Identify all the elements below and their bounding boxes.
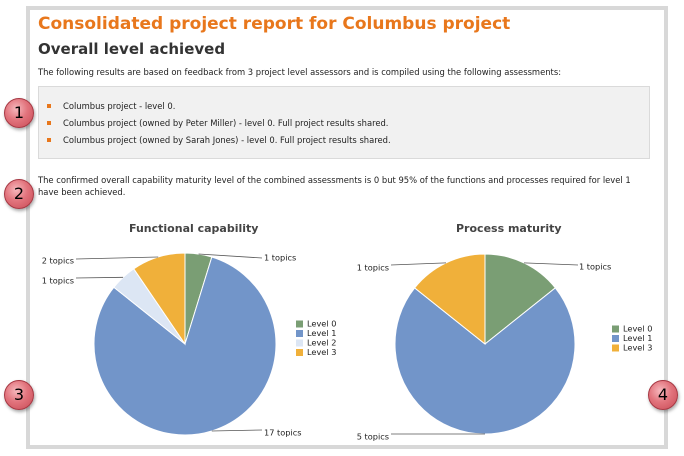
- bullet-icon: [47, 104, 51, 108]
- slice-leader-line: [390, 262, 447, 266]
- legend-label: Level 3: [307, 347, 336, 357]
- slice-label: 5 topics: [357, 432, 389, 442]
- callout-marker-1: 1: [4, 98, 34, 128]
- intro-text: The following results are based on feedb…: [38, 67, 562, 77]
- report-title: Consolidated project report for Columbus…: [38, 14, 511, 34]
- slice-leader-line: [75, 276, 124, 279]
- slice-leader-line: [211, 429, 263, 432]
- assessment-item-label: Columbus project (owned by Sarah Jones) …: [63, 135, 391, 145]
- assessment-item[interactable]: Columbus project - level 0.: [47, 101, 176, 111]
- bullet-icon: [47, 138, 51, 142]
- slice-leader-line: [523, 262, 579, 266]
- assessment-item[interactable]: Columbus project (owned by Peter Miller)…: [47, 118, 389, 128]
- chart-title-functional: Functional capability: [129, 222, 259, 235]
- slice-leader-line: [75, 256, 159, 260]
- legend-swatch: [296, 330, 303, 337]
- callout-marker-4: 4: [648, 380, 678, 410]
- legend-label: Level 1: [307, 328, 336, 338]
- bullet-icon: [47, 121, 51, 125]
- pie-slice: [93, 256, 277, 436]
- assessment-item[interactable]: Columbus project (owned by Sarah Jones) …: [47, 135, 391, 145]
- slice-label: 1 topics: [264, 253, 296, 263]
- slice-label: 17 topics: [264, 428, 301, 438]
- legend-swatch: [296, 339, 303, 347]
- callout-marker-3: 3: [4, 380, 34, 410]
- summary-text: The confirmed overall capability maturit…: [38, 175, 631, 197]
- section-heading: Overall level achieved: [38, 40, 226, 58]
- legend-swatch: [296, 320, 303, 328]
- legend-label: Level 0: [623, 324, 652, 334]
- slice-leader-line: [198, 253, 263, 259]
- slice-label: 2 topics: [42, 256, 74, 266]
- legend-label: Level 1: [623, 333, 652, 343]
- pie-slice: [133, 252, 186, 346]
- legend-label: Level 0: [307, 319, 336, 329]
- assessment-item-label: Columbus project - level 0.: [63, 101, 176, 111]
- slice-label: 1 topics: [357, 263, 389, 273]
- legend-swatch: [612, 344, 619, 352]
- legend-swatch: [612, 325, 619, 333]
- assessment-list: Columbus project - level 0. Columbus pro…: [38, 86, 650, 159]
- legend-swatch: [612, 335, 619, 342]
- legend-label: Level 3: [623, 343, 652, 353]
- slice-label: 1 topics: [42, 276, 74, 286]
- slice-label: 1 topics: [579, 262, 611, 272]
- callout-marker-2: 2: [4, 179, 34, 209]
- legend-label: Level 2: [307, 338, 336, 348]
- assessment-item-label: Columbus project (owned by Peter Miller)…: [63, 118, 389, 128]
- chart-title-process: Process maturity: [456, 222, 562, 235]
- legend-swatch: [296, 349, 303, 356]
